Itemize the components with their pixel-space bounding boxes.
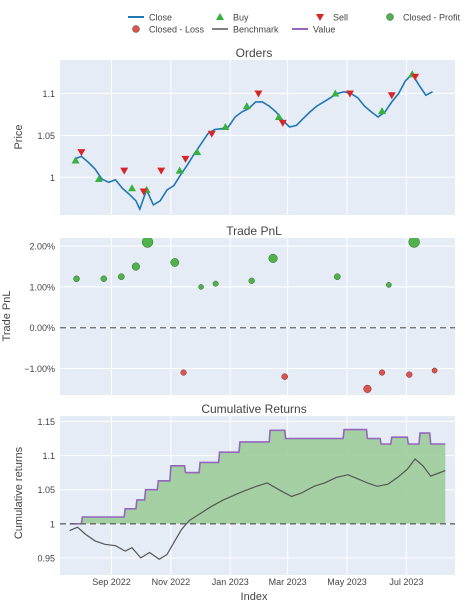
x-tick-label: May 2023 (327, 577, 367, 587)
y-tick-label: 1 (50, 173, 55, 183)
y-tick-label: 1 (50, 519, 55, 529)
trade-pnl-title: Trade PnL (226, 224, 282, 238)
closed-loss-marker (281, 373, 288, 380)
legend-item-closed-loss: Closed - Loss (132, 25, 205, 35)
plot-area (60, 428, 455, 561)
y-tick-label: 0.95 (37, 553, 55, 563)
value-line (69, 428, 446, 525)
x-tick-label: Nov 2022 (152, 577, 191, 587)
legend-item-close: Close (128, 13, 172, 23)
legend-label: Close (149, 13, 172, 23)
value-area (69, 429, 446, 524)
legend-label: Buy (233, 13, 249, 23)
legend: Close Buy Sell Closed - Profit Closed - Loss… (128, 13, 461, 35)
y-tick-label: 1.1 (42, 451, 55, 461)
legend-item-value: Value (292, 25, 335, 35)
plot-area (71, 70, 433, 212)
closed-profit-marker (385, 282, 392, 288)
closed-profit-marker (73, 275, 80, 283)
x-axis-label: Index (241, 591, 268, 603)
sell-marker (157, 167, 166, 175)
closed-loss-marker (378, 369, 386, 376)
buy-marker (274, 112, 283, 120)
legend-swatch-circle (132, 25, 140, 33)
y-tick-label: 1.00% (29, 282, 55, 292)
x-tick-label: Sep 2022 (92, 577, 131, 587)
buy-marker (175, 166, 184, 174)
closed-profit-marker (117, 273, 125, 281)
buy-marker (242, 102, 251, 110)
buy-marker (94, 174, 103, 182)
y-tick-label: 1.05 (37, 131, 55, 141)
trade-pnl-y-axis-label: Trade PnL (1, 291, 13, 342)
trade-pnl-panel: 2.00% 1.00% 0.00% −1.00% (24, 238, 455, 395)
buy-marker (71, 156, 80, 164)
legend-swatch-triangle-up (216, 13, 224, 20)
sell-marker (387, 92, 396, 100)
closed-loss-marker (406, 371, 413, 378)
sell-marker (181, 155, 190, 163)
close-price-line (74, 72, 433, 212)
cumulative-returns-title: Cumulative Returns (201, 402, 306, 416)
closed-loss-marker (431, 367, 438, 374)
closed-profit-marker (198, 284, 204, 290)
sell-marker (120, 167, 129, 175)
x-tick-label: Mar 2023 (269, 577, 307, 587)
closed-profit-marker (248, 277, 255, 284)
legend-swatch-circle (386, 13, 394, 21)
closed-profit-marker (268, 253, 278, 263)
plot-area (60, 238, 455, 393)
x-axis-ticks: Sep 2022 Nov 2022 Jan 2023 Mar 2023 May 2023… (92, 577, 423, 587)
closed-loss-marker (180, 369, 187, 376)
sell-marker (411, 73, 420, 81)
y-tick-label: 0.00% (29, 323, 55, 333)
plot-background (60, 238, 455, 395)
orders-title: Orders (236, 46, 273, 60)
sell-marker (139, 188, 148, 196)
orders-panel: 1 1.05 1.1 (37, 60, 455, 215)
sell-marker (345, 90, 354, 98)
legend-item-sell: Sell (316, 13, 348, 23)
y-tick-label: −1.00% (24, 364, 55, 374)
buy-marker (193, 148, 202, 156)
legend-item-benchmark: Benchmark (212, 25, 279, 35)
sell-marker (254, 90, 263, 98)
legend-item-closed-profit: Closed - Profit (386, 13, 461, 23)
closed-profit-marker (212, 280, 219, 287)
y-tick-label: 1.15 (37, 417, 55, 427)
sell-marker (207, 130, 216, 138)
legend-label: Benchmark (233, 25, 279, 35)
legend-label: Sell (333, 13, 348, 23)
closed-profit-marker (141, 238, 154, 248)
y-tick-label: 1.05 (37, 485, 55, 495)
buy-marker (221, 123, 230, 131)
closed-profit-marker (131, 262, 140, 271)
sell-marker (278, 119, 287, 127)
legend-label: Closed - Loss (149, 25, 205, 35)
closed-loss-marker (363, 384, 372, 393)
plot-background (60, 60, 455, 215)
cumulative-returns-y-axis-label: Cumulative returns (13, 446, 25, 539)
y-tick-label: 1.1 (42, 89, 55, 99)
legend-label: Closed - Profit (403, 13, 461, 23)
closed-profit-marker (408, 238, 420, 248)
legend-swatch-triangle-down (316, 14, 324, 21)
orders-y-axis-label: Price (13, 124, 25, 149)
closed-profit-marker (333, 273, 341, 281)
x-tick-label: Jul 2023 (389, 577, 423, 587)
legend-label: Value (313, 25, 335, 35)
cumulative-returns-panel: 1.15 1.1 1.05 1 0.95 (37, 416, 455, 575)
closed-profit-marker (100, 275, 108, 283)
legend-item-buy: Buy (216, 13, 249, 23)
benchmark-line (69, 458, 446, 561)
buy-marker (378, 107, 387, 115)
x-tick-label: Jan 2023 (212, 577, 249, 587)
y-tick-label: 2.00% (29, 242, 55, 252)
buy-marker (127, 184, 136, 192)
buy-marker (331, 89, 340, 97)
closed-profit-marker (170, 258, 180, 267)
sell-marker (77, 149, 86, 157)
